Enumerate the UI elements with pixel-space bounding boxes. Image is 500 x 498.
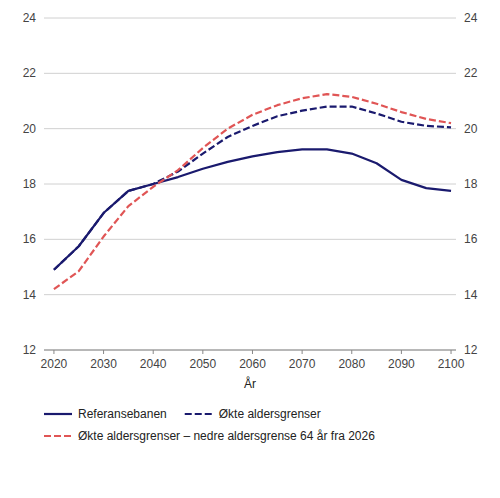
legend-label: Referansebanen [78, 407, 167, 421]
x-tick [252, 350, 253, 354]
x-tick-label: 2020 [41, 357, 68, 371]
grid-line [44, 184, 456, 185]
x-axis-label: År [244, 376, 256, 391]
x-tick [401, 350, 402, 354]
y-tick-label: 20 [23, 122, 37, 136]
series-line [54, 107, 451, 270]
legend-swatch [185, 413, 213, 415]
grid-line [44, 239, 456, 240]
y-tick-label: 12 [23, 343, 37, 357]
legend-item: Økte aldersgrenser – nedre aldersgrense … [44, 429, 375, 443]
chart: 12 14 16 18 20 22 24 12 14 16 18 20 22 24 2020 2030 2040… [0, 0, 500, 498]
x-tick-label: 2070 [289, 357, 316, 371]
x-axis-line [44, 350, 456, 351]
legend-item: Referansebanen [44, 407, 167, 421]
y2-tick-label: 22 [464, 66, 478, 80]
grid-line [44, 128, 456, 129]
y-tick-label: 22 [23, 66, 37, 80]
grid-line [44, 73, 456, 74]
grid [44, 18, 456, 350]
x-tick-label: 2040 [140, 357, 167, 371]
legend-item: Økte aldersgrenser [185, 407, 321, 421]
series-line [54, 94, 451, 289]
legend-label: Økte aldersgrenser [219, 407, 321, 421]
y2-tick-label: 14 [464, 288, 478, 302]
legend-swatch [44, 435, 72, 437]
x-tick [302, 350, 303, 354]
y2-tick-label: 18 [464, 177, 478, 191]
x-tick [153, 350, 154, 354]
grid-line [44, 294, 456, 295]
y-tick-label: 18 [23, 177, 37, 191]
x-tick-label: 2060 [239, 357, 266, 371]
y2-tick-label: 20 [464, 122, 478, 136]
x-tick [451, 350, 452, 354]
y2-tick-label: 12 [464, 343, 478, 357]
axes: 12 14 16 18 20 22 24 12 14 16 18 20 22 24 2020 2030 2040… [23, 11, 478, 391]
y-tick-label: 24 [23, 11, 37, 25]
x-tick-label: 2090 [388, 357, 415, 371]
legend-label: Økte aldersgrenser – nedre aldersgrense … [78, 429, 375, 443]
x-tick [103, 350, 104, 354]
y2-tick-label: 16 [464, 232, 478, 246]
series-lines [54, 94, 451, 289]
legend-swatch [44, 413, 72, 415]
y-tick-label: 16 [23, 232, 37, 246]
legend: Referansebanen Økte aldersgrenser Økte ald… [44, 407, 375, 443]
y-tick-label: 14 [23, 288, 37, 302]
y2-tick-label: 24 [464, 11, 478, 25]
series-line [54, 149, 451, 269]
grid-line [44, 350, 456, 351]
x-tick-label: 2050 [189, 357, 216, 371]
x-tick [351, 350, 352, 354]
x-tick-label: 2080 [338, 357, 365, 371]
x-tick [202, 350, 203, 354]
x-tick-label: 2030 [90, 357, 117, 371]
x-tick-label: 2100 [438, 357, 465, 371]
x-tick [53, 350, 54, 354]
grid-line [44, 18, 456, 19]
